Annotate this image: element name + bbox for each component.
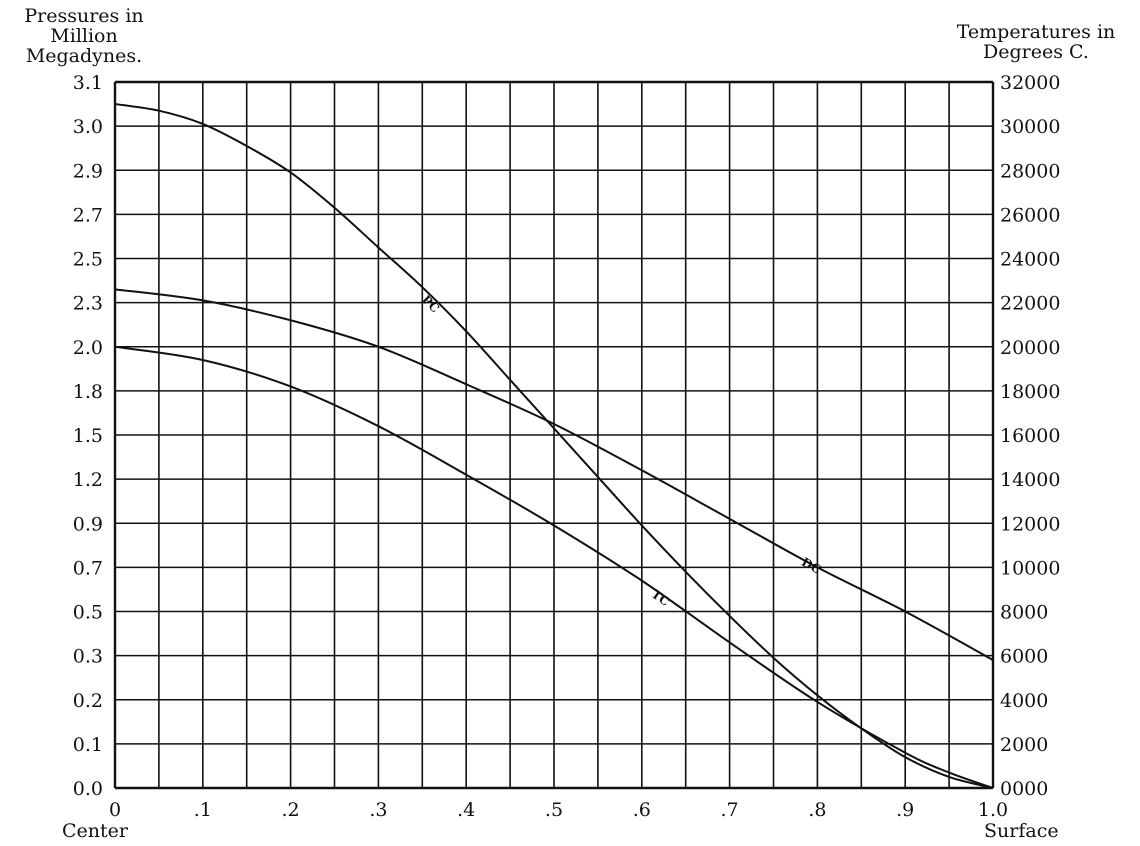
right-tick-labels: 0000 2000 4000 6000 8000 10000 12000 14000 16000…: [1000, 72, 1060, 800]
x-tick-label: .2: [282, 799, 300, 821]
curves: [114, 103, 994, 789]
right-tick-label: 4000: [1000, 690, 1048, 712]
x-tick-label: .5: [545, 799, 563, 821]
x-tick-label: .9: [896, 799, 914, 821]
left-axis-title: Pressures in Million Megadynes.: [4, 6, 164, 66]
right-tick-label: 28000: [1000, 160, 1060, 182]
left-tick-label: 0.9: [73, 513, 103, 535]
x-tick-label: .8: [808, 799, 826, 821]
right-tick-label: 18000: [1000, 381, 1060, 403]
left-tick-label: 2.9: [73, 160, 103, 182]
left-tick-label: 1.5: [73, 425, 103, 447]
left-axis-title-line-2: Million: [50, 25, 118, 47]
left-tick-label: 1.8: [73, 381, 103, 403]
right-tick-label: 30000: [1000, 116, 1060, 138]
left-tick-label: 2.7: [73, 204, 103, 226]
right-axis-title-line-1: Temperatures in: [956, 21, 1116, 43]
right-tick-label: 10000: [1000, 557, 1060, 579]
right-tick-label: 14000: [1000, 469, 1060, 491]
x-tick-label: 1.0: [978, 799, 1008, 821]
right-axis-title-line-2: Degrees C.: [983, 41, 1089, 63]
series-label-dc: DC: [799, 555, 823, 577]
grid: [113, 80, 995, 790]
right-tick-label: 12000: [1000, 513, 1060, 535]
left-axis-title-line-1: Pressures in: [24, 5, 144, 27]
right-tick-label: 22000: [1000, 293, 1060, 315]
left-tick-label: 0.3: [73, 646, 103, 668]
right-axis-title: Temperatures in Degrees C.: [936, 22, 1136, 62]
right-tick-label: 6000: [1000, 646, 1048, 668]
series-line-pc: [114, 103, 994, 789]
series-label-tc: TC: [649, 587, 672, 609]
right-tick-label: 2000: [1000, 734, 1048, 756]
right-tick-label: 24000: [1000, 249, 1060, 271]
left-tick-label: 0.1: [73, 734, 103, 756]
left-tick-label: 0.5: [73, 602, 103, 624]
x-tick-label: 0: [109, 799, 121, 821]
left-tick-label: 0.7: [73, 557, 103, 579]
right-tick-label: 8000: [1000, 602, 1048, 624]
right-tick-label: 32000: [1000, 72, 1060, 94]
x-right-note: Surface: [984, 820, 1059, 842]
left-tick-label: 2.0: [73, 337, 103, 359]
left-tick-label: 0.0: [73, 778, 103, 800]
x-left-note: Center: [62, 820, 128, 842]
x-tick-label: .3: [369, 799, 387, 821]
left-tick-labels: 0.0 0.1 0.2 0.3 0.5 0.7 0.9 1.2 1.5 1.8 2.0 2.3 2.5 2…: [73, 72, 103, 800]
right-tick-label: 20000: [1000, 337, 1060, 359]
left-tick-label: 2.3: [73, 293, 103, 315]
left-tick-label: 1.2: [73, 469, 103, 491]
left-tick-label: 3.1: [73, 72, 103, 94]
left-tick-label: 0.2: [73, 690, 103, 712]
right-tick-label: 26000: [1000, 204, 1060, 226]
series-line-tc: [114, 345, 994, 789]
series-line-dc: [114, 288, 994, 661]
right-tick-label: 16000: [1000, 425, 1060, 447]
left-axis-title-line-3: Megadynes.: [25, 45, 143, 67]
x-tick-label: .7: [721, 799, 739, 821]
x-tick-label: .4: [457, 799, 475, 821]
x-tick-label: .6: [633, 799, 651, 821]
left-tick-label: 3.0: [73, 116, 103, 138]
x-tick-labels: 0 .1 .2 .3 .4 .5 .6 .7 .8 .9 1.0: [109, 799, 1008, 821]
x-tick-label: .1: [194, 799, 212, 821]
right-tick-label: 0000: [1000, 778, 1048, 800]
left-tick-label: 2.5: [73, 249, 103, 271]
